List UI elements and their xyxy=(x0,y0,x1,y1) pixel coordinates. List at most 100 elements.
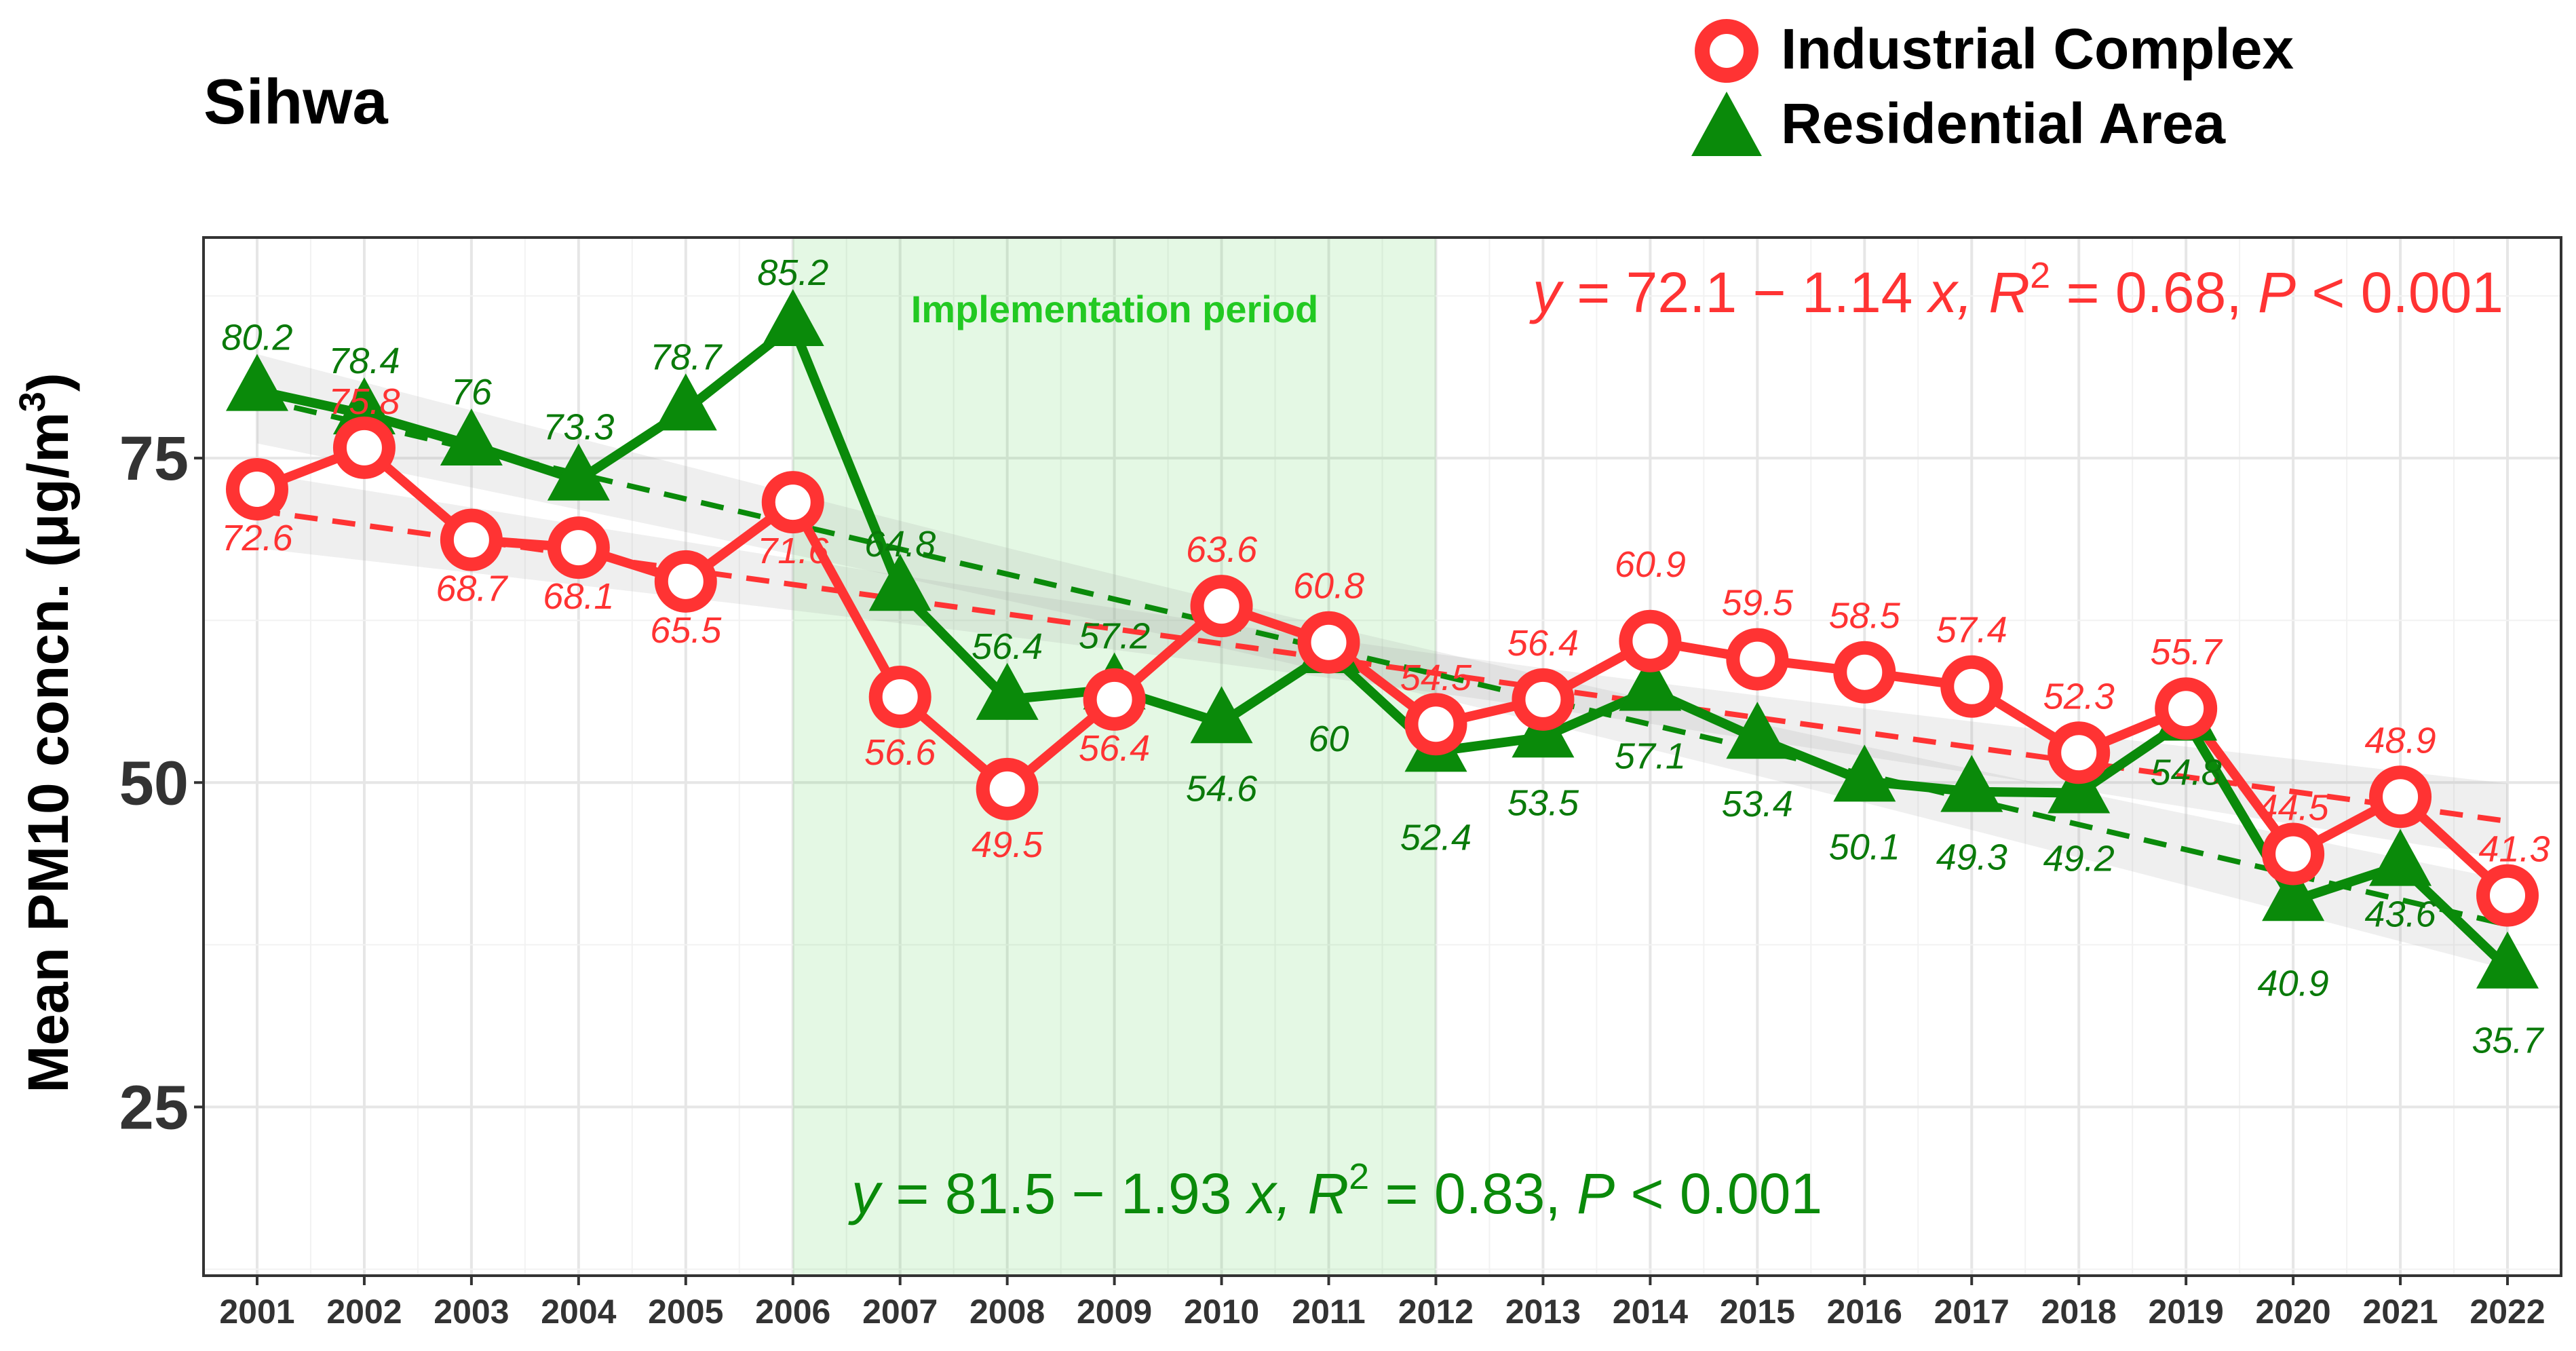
industrial-data-label: 72.6 xyxy=(221,518,293,558)
residential-data-label: 40.9 xyxy=(2258,963,2329,1004)
residential-data-label: 54.8 xyxy=(2151,752,2222,793)
residential-data-label: 35.7 xyxy=(2472,1021,2544,1061)
y-axis-label: Mean PM10 concn. (μg/m3) xyxy=(12,373,80,1093)
industrial-marker xyxy=(225,458,288,521)
legend-label-residential: Residential Area xyxy=(1781,92,2226,155)
implementation-period-shade xyxy=(792,237,1436,1276)
residential-marker xyxy=(1619,653,1682,711)
legend-label-industrial: Industrial Complex xyxy=(1781,17,2294,81)
residential-marker xyxy=(654,373,717,431)
residential-marker xyxy=(225,354,288,411)
x-tick-label: 2018 xyxy=(2041,1293,2117,1331)
residential-marker xyxy=(976,662,1039,720)
x-tick-label: 2016 xyxy=(1827,1293,1902,1331)
residential-marker xyxy=(547,443,610,501)
residential-data-label: 49.2 xyxy=(2043,839,2115,879)
industrial-data-label: 60.8 xyxy=(1293,566,1364,607)
industrial-marker xyxy=(1083,668,1146,731)
industrial-data-label: 56.4 xyxy=(1079,728,1150,769)
industrial-marker xyxy=(1726,628,1789,691)
residential-marker xyxy=(761,289,824,347)
residential-data-label: 80.2 xyxy=(221,318,292,358)
trend-line xyxy=(256,396,2508,928)
industrial-data-label: 56.4 xyxy=(1507,623,1579,664)
industrial-marker xyxy=(440,508,503,571)
red-regression-equation: y = 72.1 − 1.14 x, R2 = 0.68, P < 0.001 xyxy=(1529,255,2503,324)
industrial-data-label: 68.1 xyxy=(543,576,614,617)
y-tick-label: 50 xyxy=(119,748,189,818)
x-tick-label: 2009 xyxy=(1077,1293,1152,1331)
industrial-marker xyxy=(1833,641,1896,704)
residential-marker xyxy=(1833,744,1896,802)
residential-data-label: 53.5 xyxy=(1507,782,1579,823)
x-tick-label: 2008 xyxy=(969,1293,1045,1331)
x-tick-label: 2014 xyxy=(1613,1293,1688,1331)
industrial-marker xyxy=(1404,693,1467,756)
industrial-marker xyxy=(2369,765,2432,829)
x-tick-label: 2005 xyxy=(648,1293,723,1331)
series-line xyxy=(255,442,2511,899)
industrial-data-label: 65.5 xyxy=(650,610,722,651)
industrial-data-label: 59.5 xyxy=(1722,583,1794,624)
industrial-marker xyxy=(332,416,396,479)
green-regression-equation: y = 81.5 − 1.93 x, R2 = 0.83, P < 0.001 xyxy=(848,1156,1822,1225)
residential-data-label: 53.4 xyxy=(1722,784,1793,824)
y-tick-label: 25 xyxy=(119,1073,189,1142)
industrial-marker xyxy=(761,471,824,534)
residential-data-label: 76 xyxy=(451,372,493,413)
industrial-marker xyxy=(976,757,1039,820)
x-tick-label: 2019 xyxy=(2149,1293,2224,1331)
residential-marker xyxy=(2476,931,2539,989)
industrial-data-label: 63.6 xyxy=(1186,529,1258,570)
industrial-data-label: 58.5 xyxy=(1829,596,1901,636)
x-tick-label: 2010 xyxy=(1184,1293,1259,1331)
series-line xyxy=(256,321,2511,972)
residential-data-label: 49.3 xyxy=(1936,837,2007,878)
residential-data-label: 85.2 xyxy=(757,252,828,293)
residential-marker xyxy=(1726,702,1789,759)
implementation-period-label: Implementation period xyxy=(911,288,1319,330)
industrial-marker xyxy=(2476,864,2539,927)
residential-marker xyxy=(868,554,931,611)
industrial-data-label: 41.3 xyxy=(2478,829,2550,870)
residential-marker xyxy=(440,408,503,465)
industrial-marker xyxy=(1619,609,1682,672)
residential-marker xyxy=(2262,864,2325,921)
residential-data-label: 78.4 xyxy=(328,341,400,381)
x-tick-label: 2022 xyxy=(2469,1293,2545,1331)
residential-data-label: 43.6 xyxy=(2365,894,2437,935)
residential-data-label: 52.4 xyxy=(1400,817,1472,858)
industrial-marker xyxy=(1940,655,2003,718)
industrial-marker xyxy=(2155,677,2218,740)
industrial-data-label: 49.5 xyxy=(972,824,1043,865)
grid xyxy=(203,237,2561,1276)
y-tick-label: 75 xyxy=(119,424,189,493)
industrial-marker xyxy=(1512,668,1575,731)
industrial-data-label: 60.9 xyxy=(1615,544,1686,585)
industrial-data-label: 52.3 xyxy=(2043,676,2115,717)
residential-marker xyxy=(2369,829,2432,886)
industrial-data-label: 48.9 xyxy=(2365,720,2436,761)
industrial-marker xyxy=(2048,721,2111,784)
x-tick-label: 2013 xyxy=(1505,1293,1581,1331)
x-tick-label: 2001 xyxy=(219,1293,294,1331)
industrial-marker xyxy=(654,550,717,613)
confidence-band xyxy=(256,472,2508,859)
x-tick-label: 2002 xyxy=(326,1293,402,1331)
x-tick-label: 2020 xyxy=(2255,1293,2330,1331)
residential-data-label: 73.3 xyxy=(543,407,614,448)
industrial-data-label: 55.7 xyxy=(2151,632,2223,672)
residential-data-label: 64.8 xyxy=(864,524,936,565)
industrial-data-label: 44.5 xyxy=(2258,787,2330,828)
industrial-marker xyxy=(1297,611,1360,674)
residential-data-label: 57.2 xyxy=(1079,616,1150,657)
x-tick-label: 2021 xyxy=(2362,1293,2438,1331)
x-tick-label: 2011 xyxy=(1292,1293,1365,1331)
plot-frame xyxy=(202,236,2562,1277)
residential-data-label: 57.1 xyxy=(1615,736,1686,776)
industrial-data-label: 56.6 xyxy=(864,732,936,773)
residential-data-label: 60 xyxy=(1308,719,1349,759)
industrial-data-label: 75.8 xyxy=(328,381,400,422)
series-markers xyxy=(225,289,2539,989)
